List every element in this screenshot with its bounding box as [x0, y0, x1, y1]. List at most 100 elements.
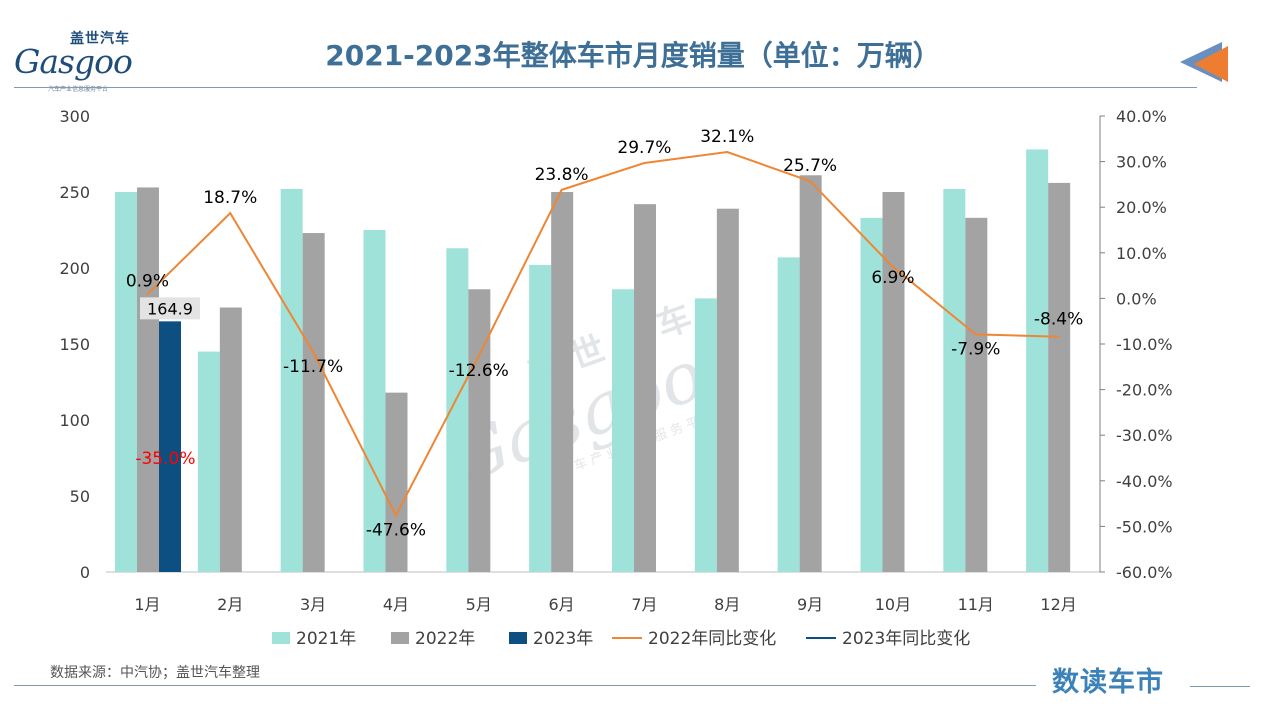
- bar-2021年: [363, 230, 386, 572]
- gasgoo-logo: 盖世汽车 Gasgoo 汽车产业信息服务平台: [8, 28, 158, 94]
- y-right-tick-label: 30.0%: [1116, 153, 1167, 172]
- line-point-2022-yoy: [312, 350, 314, 353]
- line-point-2022-yoy: [892, 266, 894, 268]
- legend-label: 2023年: [533, 629, 593, 649]
- line-point-2022-yoy: [974, 333, 977, 336]
- y-right-tick-label: -20.0%: [1116, 381, 1173, 400]
- y-left-tick-label: 300: [59, 107, 90, 126]
- x-tick-label: 5月: [466, 595, 492, 614]
- line-data-label-2022: -7.9%: [951, 339, 1000, 359]
- line-point-2022-yoy: [229, 212, 232, 214]
- legend-swatch: [391, 632, 409, 644]
- bar-2021年: [777, 257, 800, 572]
- legend-label: 2022年同比变化: [648, 629, 776, 649]
- bar-2022年: [965, 217, 988, 572]
- line-data-label-2022: 23.8%: [535, 165, 589, 185]
- bar-2022年: [882, 192, 905, 572]
- legend-swatch: [509, 632, 527, 644]
- bar-2021年: [860, 217, 883, 572]
- y-right-tick-label: -30.0%: [1116, 426, 1173, 445]
- line-point-2022-yoy: [477, 355, 480, 357]
- bar-2021年: [694, 298, 717, 572]
- bar-2021年: [446, 248, 469, 573]
- bar-2022年: [551, 192, 574, 572]
- x-tick-label: 3月: [300, 595, 326, 614]
- line-data-label-2022: -8.4%: [1034, 310, 1083, 330]
- x-tick-label: 4月: [383, 595, 409, 614]
- bar-2021年: [529, 264, 552, 572]
- line-data-label-2022: -11.7%: [283, 357, 343, 377]
- x-tick-label: 2月: [217, 595, 243, 614]
- legend-label: 2023年同比变化: [842, 629, 970, 649]
- logo-chinese-text: 盖世汽车: [70, 31, 130, 47]
- y-right-tick-label: 40.0%: [1116, 107, 1167, 126]
- bar-2021年: [280, 188, 303, 572]
- x-tick-label: 9月: [797, 595, 823, 614]
- bar-2022年: [468, 289, 491, 572]
- bar-2022年: [634, 204, 656, 572]
- bar-2022年: [137, 187, 159, 572]
- footer-divider-right: [1190, 686, 1250, 687]
- legend-swatch: [272, 632, 290, 644]
- y-left-tick-label: 0: [80, 563, 90, 582]
- bar-2022年: [1048, 182, 1071, 572]
- line-point-2023-yoy: [146, 457, 149, 459]
- data-source-note: 数据来源：中汽协；盖世汽车整理: [50, 665, 260, 681]
- line-point-2022-yoy: [726, 151, 729, 153]
- y-right-tick-label: -40.0%: [1116, 472, 1173, 491]
- x-tick-label: 7月: [631, 595, 657, 614]
- line-data-label-2022: 6.9%: [871, 268, 914, 288]
- y-right-tick-label: -10.0%: [1116, 335, 1173, 354]
- bar-value-label-bg: [140, 297, 200, 320]
- footer-divider: [14, 685, 1036, 686]
- y-right-tick-label: -60.0%: [1116, 563, 1173, 582]
- legend-label: 2022年: [415, 629, 475, 649]
- chart-title: 2021-2023年整体车市月度销量（单位：万辆）: [325, 39, 941, 72]
- bar-2021年: [197, 351, 220, 572]
- x-tick-label: 11月: [958, 595, 994, 614]
- line-point-2022-yoy: [643, 162, 646, 164]
- y-right-tick-label: -50.0%: [1116, 517, 1173, 536]
- line-point-2022-yoy: [560, 189, 563, 191]
- line-point-2022-yoy: [809, 180, 811, 183]
- bar-2021年: [115, 192, 137, 572]
- x-tick-label: 10月: [875, 595, 911, 614]
- logo-tagline: 汽车产业信息服务平台: [48, 86, 109, 93]
- line-2022-yoy: [146, 151, 1059, 518]
- y-right-tick-label: 10.0%: [1116, 244, 1167, 263]
- line-data-label-2022: 29.7%: [617, 138, 671, 158]
- bar-value-label: 164.9: [147, 299, 193, 318]
- y-right-tick-label: 20.0%: [1116, 198, 1167, 217]
- y-left-tick-label: 200: [59, 259, 90, 278]
- bar-2022年: [716, 208, 739, 572]
- bar-2021年: [1026, 149, 1049, 572]
- x-tick-label: 6月: [548, 595, 574, 614]
- x-tick-label: 1月: [134, 595, 160, 614]
- brand-mark: 数读车市: [1052, 667, 1164, 698]
- logo-english-text: Gasgoo: [14, 42, 133, 81]
- bar-2021年: [943, 188, 966, 572]
- bar-2022年: [799, 175, 822, 572]
- line-data-label-2022: 0.9%: [126, 271, 169, 291]
- bar-2022年: [219, 307, 242, 572]
- y-left-tick-label: 150: [59, 335, 90, 354]
- line-data-label-2022: 18.7%: [203, 188, 257, 208]
- line-point-2022-yoy: [395, 514, 397, 517]
- y-left-tick-label: 250: [59, 183, 90, 202]
- line-data-label-2022: 32.1%: [700, 127, 754, 147]
- line-data-label-2023: -35.0%: [135, 449, 195, 469]
- y-left-tick-label: 100: [59, 411, 90, 430]
- line-point-2022-yoy: [146, 293, 149, 296]
- bar-2022年: [302, 233, 325, 573]
- bar-2022年: [385, 392, 408, 572]
- title-divider: [14, 87, 1197, 88]
- bar-2021年: [612, 289, 634, 572]
- x-tick-label: 8月: [714, 595, 740, 614]
- bar-2023年: [159, 321, 181, 572]
- line-data-label-2022: 25.7%: [783, 156, 837, 176]
- x-tick-label: 12月: [1040, 595, 1076, 614]
- corner-arrow-icon: [1180, 42, 1228, 82]
- legend-label: 2021年: [296, 629, 356, 649]
- line-data-label-2022: -12.6%: [449, 361, 509, 381]
